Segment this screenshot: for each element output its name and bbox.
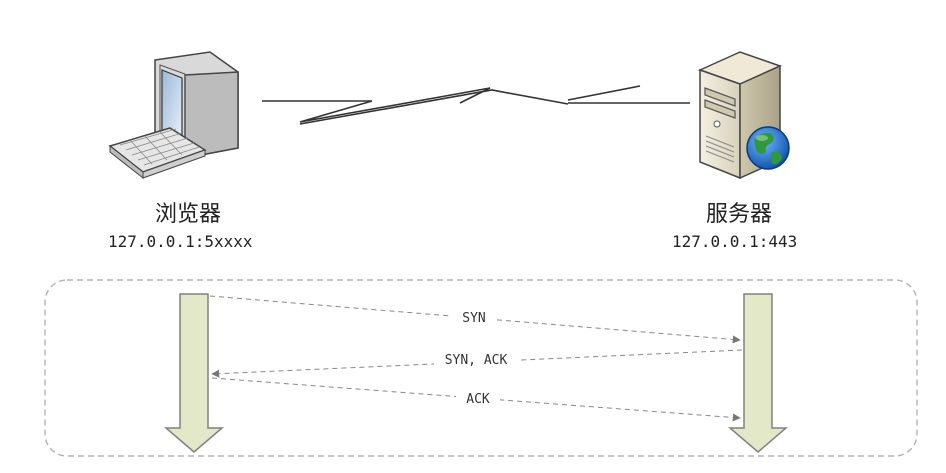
globe-icon: [746, 126, 790, 170]
client-label: 浏览器: [155, 202, 222, 227]
desktop-computer-icon: [108, 51, 239, 180]
server-timeline-arrow: [727, 293, 789, 453]
server-label: 服务器: [706, 202, 773, 227]
network-lightning-link-icon: [262, 85, 690, 125]
client-timeline-arrow: [163, 293, 225, 453]
syn-label: SYN: [462, 311, 485, 326]
ack-message: ACK: [211, 377, 741, 422]
ack-label: ACK: [466, 392, 490, 407]
client-address: 127.0.0.1:5xxxx: [108, 232, 253, 251]
handshake-frame: [44, 279, 918, 457]
server-address: 127.0.0.1:443: [672, 232, 798, 251]
syn-message: SYN: [209, 295, 741, 344]
syn-ack-message: SYN, ACK: [211, 349, 743, 378]
syn-ack-label: SYN, ACK: [445, 353, 508, 368]
server-tower-icon: [697, 51, 783, 180]
